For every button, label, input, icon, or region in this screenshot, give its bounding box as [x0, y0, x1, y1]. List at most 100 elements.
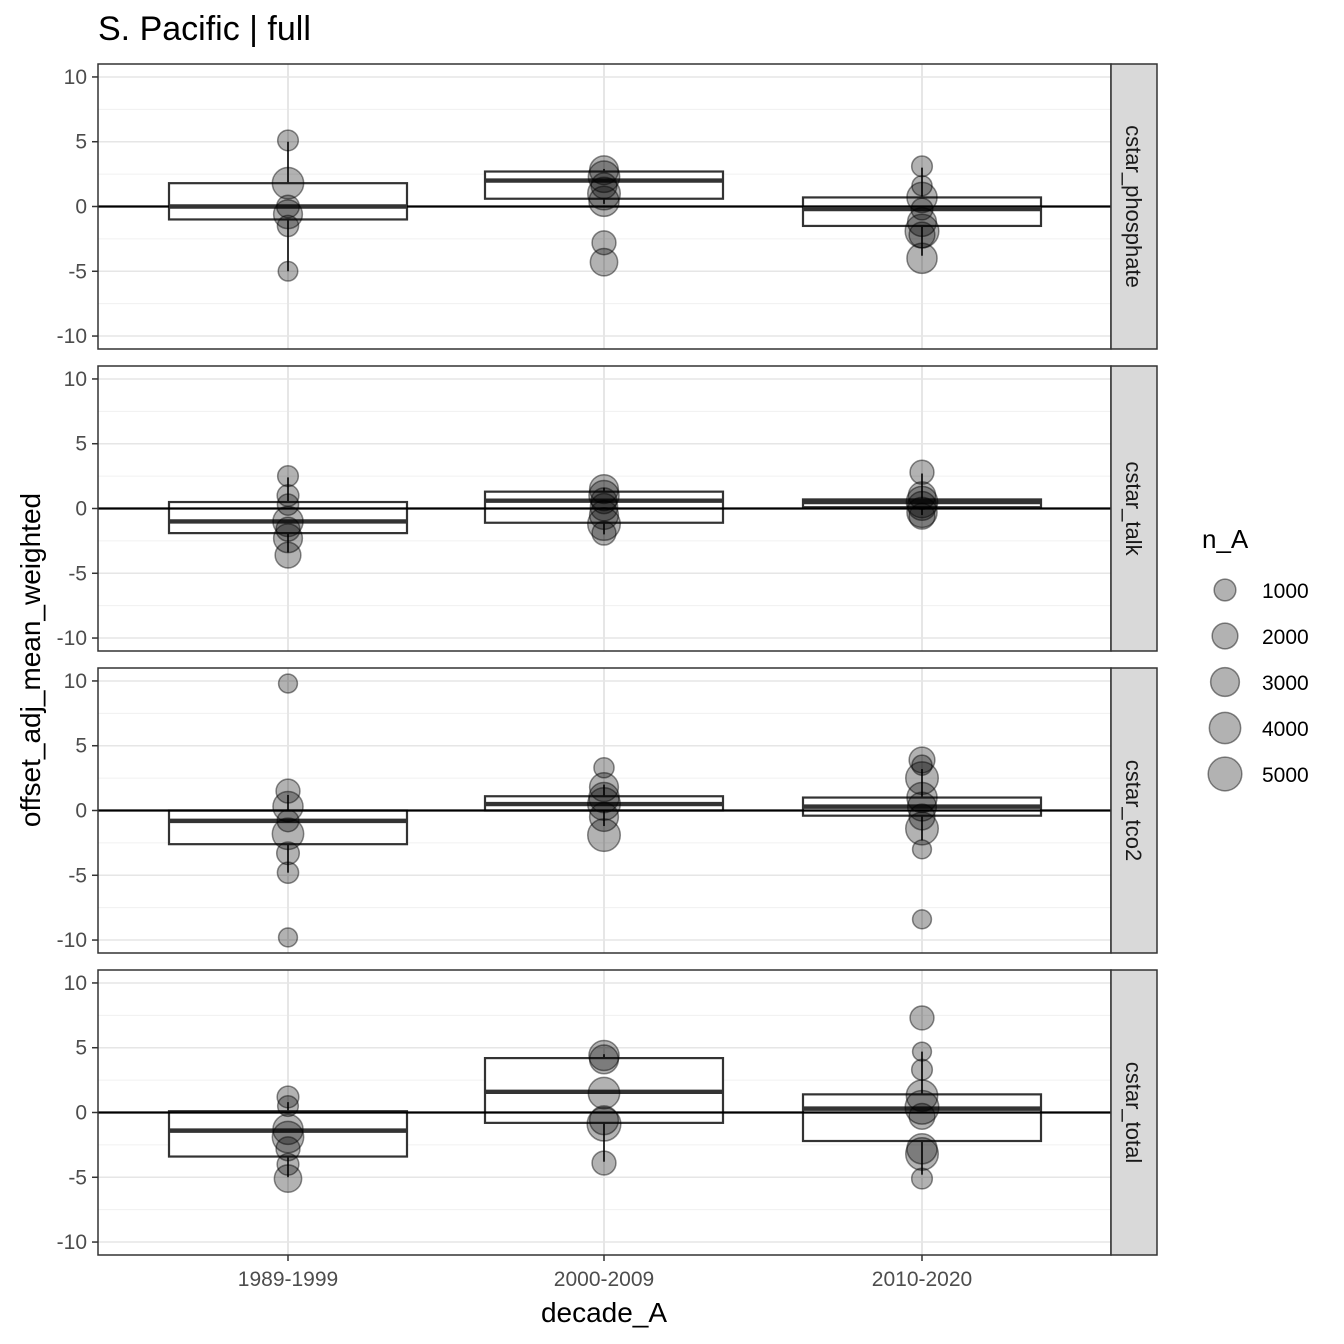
y-tick-label: 10 [64, 972, 87, 995]
data-point [588, 499, 620, 531]
data-point [586, 787, 622, 822]
data-point [276, 465, 300, 488]
size-legend: n_A 1000 2000 3000 4000 5000 [1202, 524, 1309, 792]
y-tick-label: -5 [68, 260, 87, 283]
box [801, 196, 1043, 228]
data-point [904, 761, 940, 796]
data-point [587, 1076, 621, 1110]
data-point [276, 493, 300, 516]
y-tick-label: 5 [75, 131, 87, 154]
data-point [904, 1089, 940, 1125]
data-point [905, 485, 939, 519]
facet-strip-label: cstar_total [1121, 1062, 1146, 1164]
facet-panel: 10 5 0 -5 -10 cstar_talk [57, 365, 1158, 652]
facet-strip-label: cstar_talk [1121, 461, 1146, 556]
facet-panel: 10 5 0 -5 -10 cstar_phosphate [57, 63, 1158, 350]
data-point [271, 166, 305, 200]
data-point [908, 1102, 936, 1130]
data-point [275, 778, 301, 804]
y-tick-label: 5 [75, 433, 87, 456]
data-point [588, 781, 620, 814]
legend-key [1207, 756, 1243, 792]
data-point [910, 1167, 934, 1190]
data-point [911, 754, 933, 776]
data-point [275, 841, 301, 866]
y-tick-label: 0 [75, 800, 87, 823]
data-point [593, 756, 615, 779]
y-tick-label: -5 [68, 864, 87, 887]
y-tick-label: 0 [75, 196, 87, 219]
y-tick-label: -5 [68, 1166, 87, 1189]
y-tick-label: 10 [64, 368, 87, 391]
data-point [590, 172, 618, 200]
data-point [905, 1079, 939, 1113]
legend-label: 4000 [1262, 718, 1309, 741]
data-point [906, 206, 938, 238]
data-point [904, 213, 940, 249]
data-point [906, 181, 938, 214]
data-point [588, 1039, 620, 1072]
data-point [272, 790, 304, 823]
y-axis-title: offset_adj_mean_weighted [15, 493, 46, 827]
data-point [908, 803, 936, 831]
data-point [273, 1164, 303, 1193]
chart-title: S. Pacific | full [98, 10, 311, 48]
data-point [908, 746, 936, 774]
data-point [588, 801, 620, 833]
facet-strip [1110, 969, 1158, 1256]
data-point [588, 1044, 620, 1075]
data-point [275, 1136, 301, 1162]
facet-strip [1110, 365, 1158, 652]
x-axis-title: decade_A [541, 1297, 667, 1328]
y-tick-label: 5 [75, 735, 87, 758]
y-tick-label: 5 [75, 1037, 87, 1060]
data-point [906, 1132, 938, 1165]
data-point [272, 523, 304, 554]
data-point [910, 155, 934, 178]
data-point [272, 1113, 304, 1146]
facet-strip-label: cstar_phosphate [1121, 125, 1146, 288]
box [801, 1093, 1043, 1143]
data-point [904, 811, 940, 846]
data-point [586, 507, 622, 542]
data-point [276, 861, 300, 885]
data-point [277, 673, 299, 694]
data-point [906, 781, 938, 814]
data-point [271, 817, 305, 851]
y-tick-label: 0 [75, 498, 87, 521]
data-point [911, 909, 933, 930]
facet-strip [1110, 667, 1158, 954]
box [483, 170, 725, 200]
data-point [588, 473, 620, 505]
data-point [275, 516, 301, 542]
data-point [588, 479, 620, 512]
data-point [590, 487, 618, 515]
facet-panel: 10 5 0 -5 -10 cstar_tco2 [57, 667, 1158, 954]
y-tick-label: -5 [68, 562, 87, 585]
data-point [589, 247, 619, 277]
data-point [276, 483, 300, 508]
facet-panel: 10 5 0 -5 -10 cstar_total 1989-1999 2000-2009 20… [57, 969, 1158, 1291]
data-point [589, 492, 619, 522]
data-point [910, 1058, 934, 1081]
x-tick-label: 2010-2020 [872, 1268, 972, 1291]
data-point [909, 1005, 935, 1031]
x-tick-label: 1989-1999 [238, 1268, 338, 1291]
y-tick-label: 0 [75, 1102, 87, 1125]
data-point [272, 505, 304, 538]
data-point [908, 502, 936, 530]
data-point [277, 927, 299, 948]
legend-label: 3000 [1262, 672, 1309, 695]
data-point [276, 1094, 300, 1118]
data-point [276, 1152, 300, 1176]
data-point [907, 481, 937, 510]
data-point [586, 818, 622, 853]
data-point [586, 176, 622, 211]
legend-label: 1000 [1262, 580, 1309, 603]
facet-strip-label: cstar_tco2 [1121, 760, 1146, 862]
legend-key [1211, 622, 1239, 650]
data-point [588, 155, 620, 186]
data-point [911, 174, 933, 197]
y-tick-label: -10 [57, 929, 87, 952]
